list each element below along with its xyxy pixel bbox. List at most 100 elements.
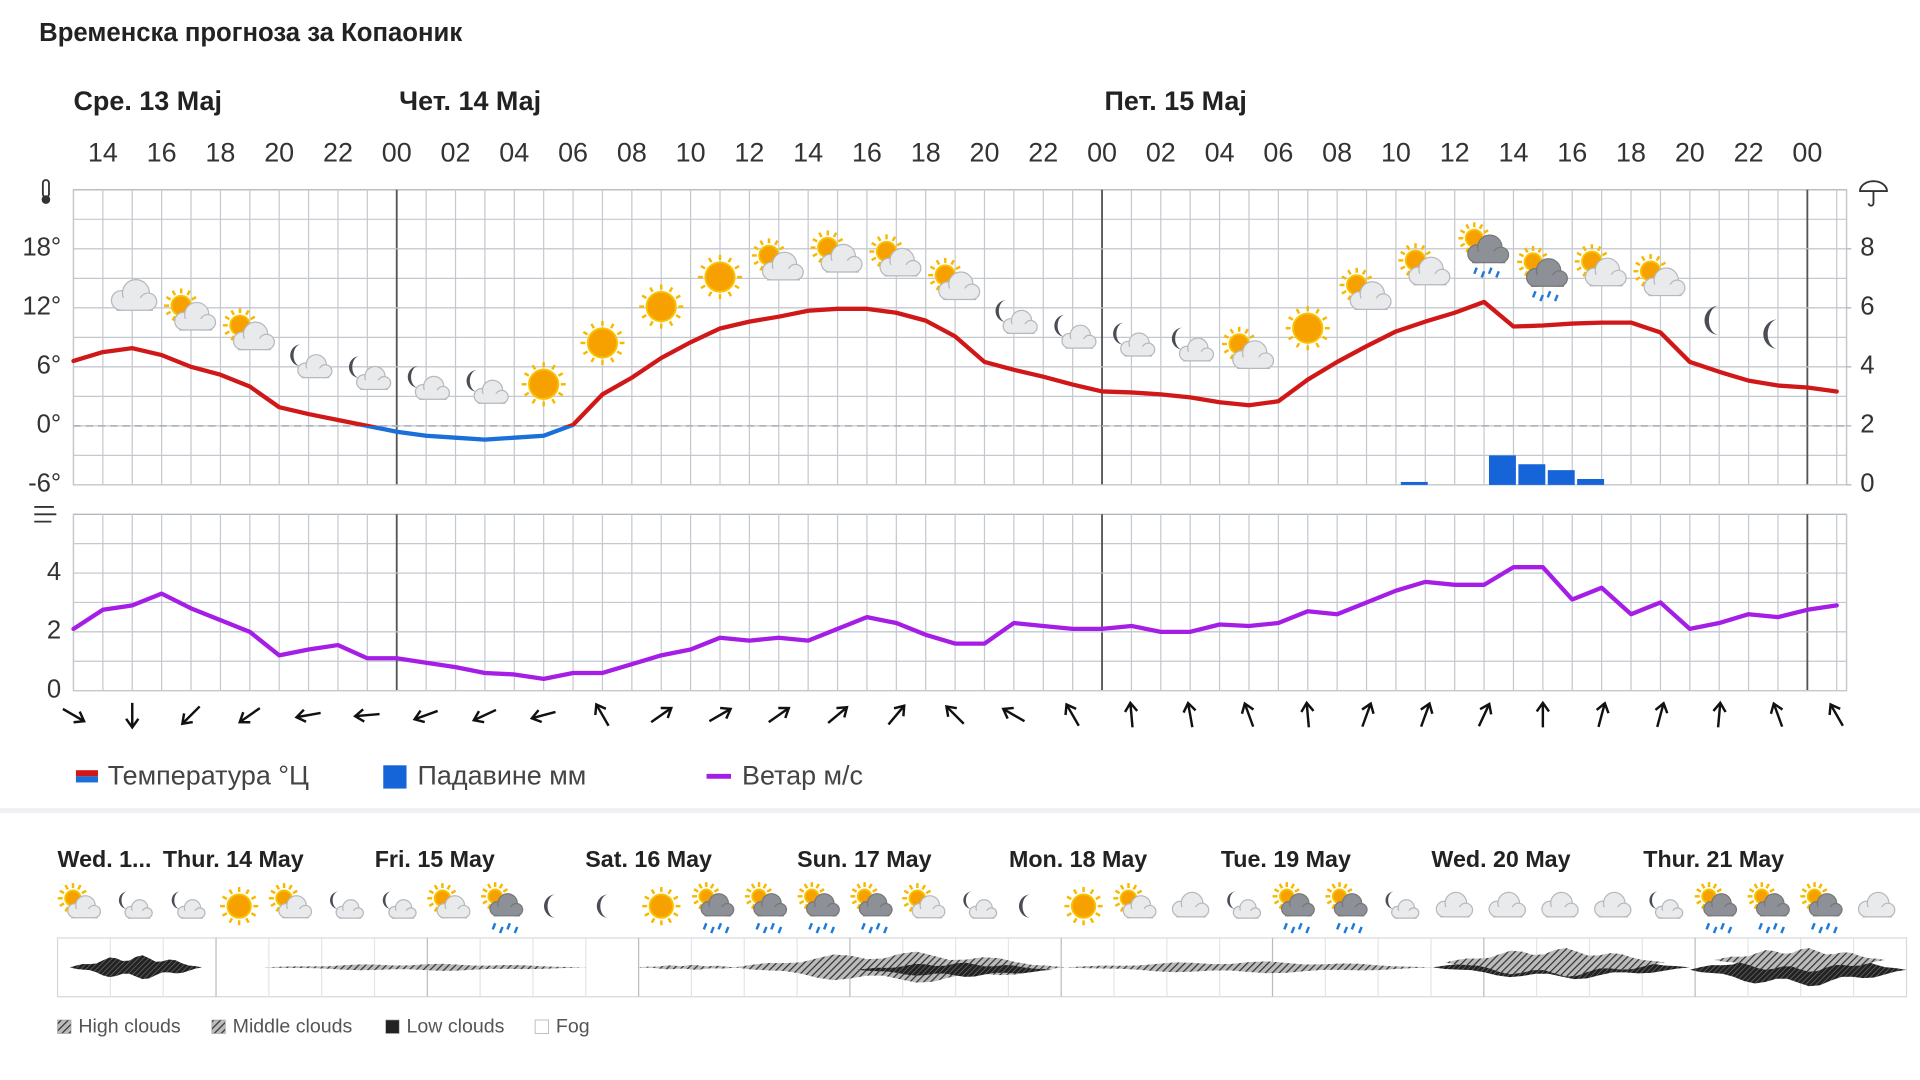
sun-ray <box>245 917 250 924</box>
sun-ray <box>753 260 759 266</box>
cloud-icon <box>968 899 998 919</box>
sun-ray <box>1089 888 1095 895</box>
wind-arrow <box>650 706 673 724</box>
hour-label: 22 <box>1028 137 1058 167</box>
strip-day-label: Thur. 21 May <box>1643 846 1784 872</box>
sun-ray <box>644 912 650 917</box>
arrow-head <box>353 708 365 723</box>
moon-icon <box>1227 891 1236 910</box>
sun-ray <box>1655 255 1661 262</box>
sun-ray <box>221 912 228 917</box>
hour-label: 08 <box>1322 137 1352 167</box>
sun-ray <box>1229 353 1235 360</box>
sun-ray <box>171 290 177 296</box>
arrow-shaft <box>532 710 556 720</box>
sun-disc <box>586 327 619 359</box>
sun-icon <box>1064 887 1103 926</box>
rain-drop <box>1705 922 1711 930</box>
hour-label: 08 <box>617 137 647 167</box>
sun-ray <box>616 350 623 356</box>
rain-drop <box>1473 267 1478 275</box>
rain-drop <box>1539 294 1544 302</box>
thermometer-icon <box>41 179 51 204</box>
sun-ray <box>557 372 564 377</box>
rain-drop <box>875 922 881 930</box>
sun-ray <box>746 899 752 905</box>
sun-ray <box>1696 888 1702 893</box>
sun-ray <box>1696 899 1702 905</box>
sun-ray <box>753 245 759 251</box>
wind-arrow <box>768 706 791 724</box>
sun-ray <box>1769 888 1775 893</box>
rain-drop <box>1350 922 1356 930</box>
sun-ray <box>1459 242 1466 248</box>
moon-icon <box>1171 327 1183 350</box>
y2-tick-label: 6 <box>1860 293 1874 321</box>
umbrella-icon <box>1859 180 1888 207</box>
cloud-part <box>1594 274 1619 286</box>
sun-ray <box>871 241 877 247</box>
sun-ray <box>1753 883 1759 889</box>
rain-drop <box>861 922 866 930</box>
sun-ray <box>1400 250 1406 256</box>
sun-ray <box>482 888 488 893</box>
cloud-part <box>975 910 992 919</box>
arrow-head <box>1240 701 1255 715</box>
moon-icon <box>407 365 419 388</box>
sun-ray <box>551 398 556 404</box>
sun-ray <box>1576 251 1582 257</box>
cloud-part <box>866 907 886 916</box>
cloud-part <box>1816 907 1836 916</box>
precip-bar <box>1400 481 1428 485</box>
rain-drop <box>1833 926 1838 934</box>
sun-ray <box>667 888 672 895</box>
sun-ray <box>871 256 877 262</box>
sun-ray <box>698 883 703 889</box>
hour-label: 22 <box>1734 137 1764 167</box>
sun-ray <box>531 364 537 371</box>
cloud-part <box>444 908 464 918</box>
arrow-head <box>1064 702 1077 716</box>
sun-ray <box>1753 903 1759 910</box>
cloud-part <box>183 318 208 330</box>
cloud-part <box>74 908 95 918</box>
sun-ray <box>803 883 809 889</box>
cloud-part <box>1241 357 1266 369</box>
y-tick-label: 4 <box>47 558 61 586</box>
sun-ray <box>487 903 492 910</box>
hour-label: 04 <box>1205 137 1235 167</box>
sun-ray <box>868 883 873 889</box>
cloud-layer <box>857 962 1054 977</box>
day-label: Пет. 15 Мај <box>1104 86 1246 116</box>
cloud-legend-label: High clouds <box>78 1016 181 1038</box>
sun-ray <box>1582 245 1587 252</box>
arrow-shaft <box>650 707 671 724</box>
arrow-shaft <box>1597 704 1606 728</box>
sun-ray <box>667 917 672 924</box>
arrow-shaft <box>1244 704 1255 728</box>
precip-bar <box>1488 455 1516 485</box>
rain-drop <box>1358 926 1363 934</box>
cloud-part <box>394 910 411 919</box>
sun-ray <box>1420 244 1426 251</box>
hour-label: 02 <box>1146 137 1176 167</box>
icon-part <box>41 195 51 204</box>
arrow-shaft <box>62 707 84 722</box>
sun-ray <box>1119 906 1125 913</box>
cloud-icon <box>806 893 840 917</box>
rain-drop <box>1553 294 1559 302</box>
sun-ray <box>675 294 681 300</box>
legend-label: Ветар м/с <box>742 761 863 791</box>
cloud-part <box>1180 907 1202 917</box>
rain-drop <box>1712 926 1718 934</box>
sun-icon <box>220 887 259 926</box>
sun-ray <box>837 237 844 243</box>
arrow-shaft <box>415 709 439 721</box>
arrow-head <box>180 713 193 726</box>
arrow-shaft <box>1773 704 1784 728</box>
arrow-shaft <box>708 708 731 723</box>
moon-icon <box>118 891 128 910</box>
sun-ray <box>693 899 699 905</box>
arrow-head <box>1001 706 1014 720</box>
